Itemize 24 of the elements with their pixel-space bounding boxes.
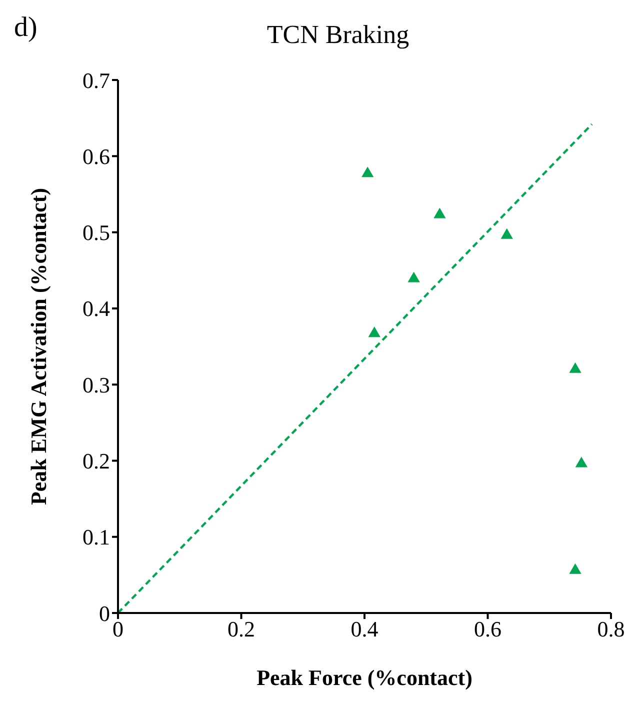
y-tick-label: 0.5 (82, 220, 110, 246)
y-tick-label: 0 (99, 600, 110, 626)
x-tick-label: 0.4 (350, 616, 378, 642)
point (575, 456, 588, 468)
point (362, 166, 374, 178)
chart-title: TCN Braking (266, 20, 410, 50)
x-axis-title: Peak Force (%contact) (256, 665, 472, 690)
y-tick-label: 0.1 (82, 524, 110, 550)
x-tick-label: 0.6 (474, 616, 502, 642)
text: d) (14, 12, 38, 44)
point (434, 208, 446, 218)
y-tick-label: 0.7 (82, 68, 110, 93)
point (569, 362, 582, 373)
point (368, 326, 380, 338)
y-tick-label: 0.4 (82, 296, 110, 322)
y-axis-title: Peak EMG Activation (%contact) (26, 188, 51, 506)
x-tick-label: 0.2 (228, 616, 255, 642)
point (408, 272, 420, 282)
y-tick-label: 0.3 (82, 372, 110, 398)
point (569, 563, 582, 574)
y-tick-label: 0.6 (82, 144, 110, 169)
y-tick-label: 0.2 (82, 448, 110, 474)
x-tick-label: 0.8 (597, 616, 625, 642)
point (500, 228, 513, 239)
